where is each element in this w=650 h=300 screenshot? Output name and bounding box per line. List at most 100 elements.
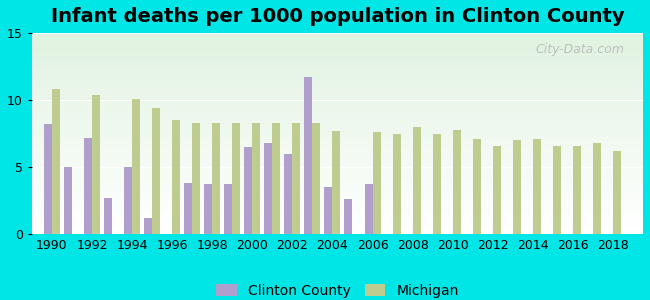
Bar bbox=[32, 144, 643, 146]
Bar bbox=[32, 158, 643, 160]
Bar bbox=[272, 123, 280, 234]
Bar bbox=[32, 98, 643, 99]
Bar bbox=[32, 164, 643, 166]
Bar bbox=[32, 200, 643, 202]
Bar bbox=[32, 61, 643, 63]
Bar bbox=[32, 206, 643, 208]
Bar bbox=[32, 107, 643, 110]
Bar bbox=[32, 75, 643, 77]
Bar bbox=[244, 147, 252, 234]
Bar bbox=[32, 152, 643, 154]
Bar bbox=[32, 101, 643, 103]
Bar bbox=[32, 180, 643, 182]
Bar bbox=[32, 79, 643, 81]
Bar bbox=[32, 230, 643, 232]
Bar bbox=[32, 83, 643, 85]
Bar bbox=[184, 183, 192, 234]
Bar bbox=[393, 134, 400, 234]
Bar bbox=[32, 208, 643, 210]
Bar bbox=[493, 146, 500, 234]
Bar bbox=[32, 116, 643, 118]
Bar bbox=[32, 148, 643, 150]
Bar bbox=[32, 119, 643, 122]
Bar bbox=[32, 122, 643, 124]
Bar bbox=[32, 105, 643, 107]
Bar bbox=[304, 77, 313, 234]
Bar bbox=[32, 182, 643, 184]
Bar bbox=[32, 113, 643, 116]
Bar bbox=[573, 146, 581, 234]
Bar bbox=[473, 139, 481, 234]
Bar bbox=[32, 49, 643, 51]
Bar bbox=[32, 174, 643, 176]
Bar bbox=[284, 154, 292, 234]
Bar bbox=[32, 150, 643, 152]
Bar bbox=[433, 134, 441, 234]
Bar bbox=[32, 222, 643, 224]
Bar bbox=[32, 39, 643, 41]
Bar bbox=[52, 89, 60, 234]
Bar bbox=[32, 103, 643, 105]
Bar bbox=[64, 167, 72, 234]
Bar bbox=[192, 123, 200, 234]
Bar bbox=[92, 95, 100, 234]
Bar bbox=[32, 228, 643, 230]
Bar bbox=[365, 184, 372, 234]
Bar bbox=[324, 187, 332, 234]
Bar bbox=[44, 124, 52, 234]
Bar bbox=[32, 224, 643, 226]
Legend: Clinton County, Michigan: Clinton County, Michigan bbox=[211, 278, 465, 300]
Bar bbox=[32, 111, 643, 113]
Bar bbox=[32, 190, 643, 192]
Bar bbox=[32, 128, 643, 130]
Bar bbox=[32, 166, 643, 168]
Bar bbox=[32, 110, 643, 111]
Bar bbox=[32, 176, 643, 178]
Bar bbox=[265, 143, 272, 234]
Bar bbox=[32, 125, 643, 128]
Bar bbox=[553, 146, 561, 234]
Bar bbox=[32, 142, 643, 144]
Bar bbox=[32, 95, 643, 98]
Bar bbox=[32, 77, 643, 79]
Bar bbox=[32, 212, 643, 214]
Bar bbox=[32, 65, 643, 67]
Bar bbox=[344, 199, 352, 234]
Bar bbox=[32, 91, 643, 93]
Bar bbox=[32, 51, 643, 53]
Bar bbox=[372, 132, 380, 234]
Bar bbox=[204, 184, 212, 234]
Bar bbox=[613, 151, 621, 234]
Bar bbox=[32, 204, 643, 206]
Bar bbox=[32, 73, 643, 75]
Bar bbox=[32, 124, 643, 125]
Bar bbox=[32, 146, 643, 148]
Bar bbox=[32, 218, 643, 220]
Bar bbox=[533, 139, 541, 234]
Bar bbox=[32, 186, 643, 188]
Bar bbox=[32, 194, 643, 196]
Bar bbox=[32, 137, 643, 140]
Bar bbox=[32, 156, 643, 158]
Bar bbox=[144, 218, 152, 234]
Bar bbox=[32, 33, 643, 35]
Bar bbox=[32, 69, 643, 71]
Bar bbox=[32, 226, 643, 228]
Bar bbox=[513, 140, 521, 234]
Bar bbox=[172, 120, 180, 234]
Bar bbox=[32, 220, 643, 222]
Bar bbox=[32, 35, 643, 37]
Bar bbox=[32, 53, 643, 55]
Bar bbox=[32, 99, 643, 101]
Bar bbox=[32, 45, 643, 47]
Bar bbox=[32, 170, 643, 172]
Bar bbox=[32, 130, 643, 131]
Bar bbox=[32, 232, 643, 234]
Bar bbox=[413, 127, 421, 234]
Bar bbox=[32, 202, 643, 204]
Bar bbox=[32, 93, 643, 95]
Bar bbox=[32, 216, 643, 218]
Bar bbox=[32, 168, 643, 170]
Bar bbox=[313, 123, 320, 234]
Bar bbox=[32, 184, 643, 186]
